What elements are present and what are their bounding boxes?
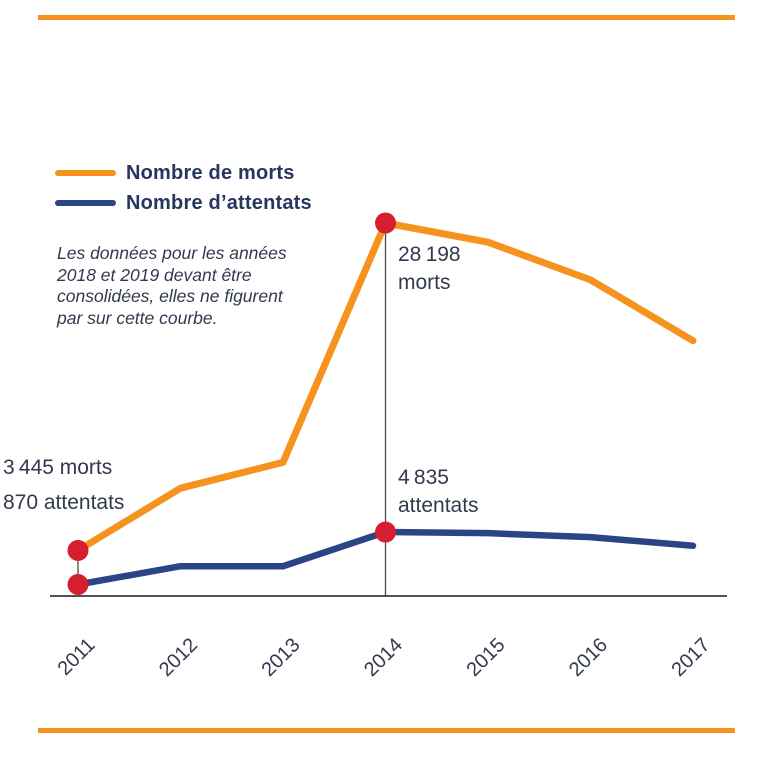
annotation-2014-attentats: 4 835 attentats bbox=[398, 464, 479, 520]
annotation-2011: 3 445 morts 870 attentats bbox=[3, 450, 124, 520]
attentats-line-swatch-icon bbox=[55, 200, 116, 206]
annotation-2014-morts: 28 198 morts bbox=[398, 241, 461, 297]
highlight-dot-2011-attentats bbox=[67, 573, 89, 595]
x-axis-label-2012: 2012 bbox=[155, 634, 202, 681]
footnote-line-2: 2018 et 2019 devant être bbox=[57, 264, 252, 285]
annotation-2014-morts-value: 28 198 bbox=[398, 243, 461, 266]
top-divider-rule bbox=[38, 15, 735, 20]
x-axis-label-2013: 2013 bbox=[258, 634, 305, 681]
footnote-line-4: par sur cette courbe. bbox=[57, 307, 218, 328]
legend-item-attentats: Nombre d’attentats bbox=[55, 188, 312, 218]
highlight-dot-2014-morts bbox=[375, 212, 396, 234]
annotation-2011-morts: 3 445 morts bbox=[3, 456, 113, 479]
morts-line-swatch-icon bbox=[55, 170, 116, 176]
annotation-2014-attentats-value: 4 835 bbox=[398, 466, 449, 489]
chart-legend: Nombre de morts Nombre d’attentats bbox=[55, 158, 312, 218]
x-axis-label-2011: 2011 bbox=[54, 634, 100, 680]
annotation-2011-attentats: 870 attentats bbox=[3, 491, 125, 514]
x-axis-label-2016: 2016 bbox=[565, 634, 612, 681]
x-axis-label-2015: 2015 bbox=[463, 634, 510, 681]
footnote-line-3: consolidées, elles ne figurent bbox=[57, 286, 283, 306]
bottom-divider-rule bbox=[38, 728, 735, 733]
highlight-dot-2014-attentats bbox=[375, 521, 396, 543]
annotation-2014-attentats-unit: attentats bbox=[398, 494, 479, 517]
x-axis-label-2014: 2014 bbox=[360, 634, 407, 681]
footnote-2018-2019: Les données pour les années 2018 et 2019… bbox=[57, 243, 287, 329]
footnote-line-1: Les données pour les années bbox=[57, 243, 287, 263]
legend-label-attentats: Nombre d’attentats bbox=[126, 191, 312, 214]
x-axis-label-2017: 2017 bbox=[668, 634, 715, 681]
legend-label-morts: Nombre de morts bbox=[126, 161, 295, 184]
legend-item-morts: Nombre de morts bbox=[55, 158, 312, 188]
annotation-2014-morts-unit: morts bbox=[398, 271, 451, 294]
highlight-dot-2011-morts bbox=[67, 539, 89, 561]
